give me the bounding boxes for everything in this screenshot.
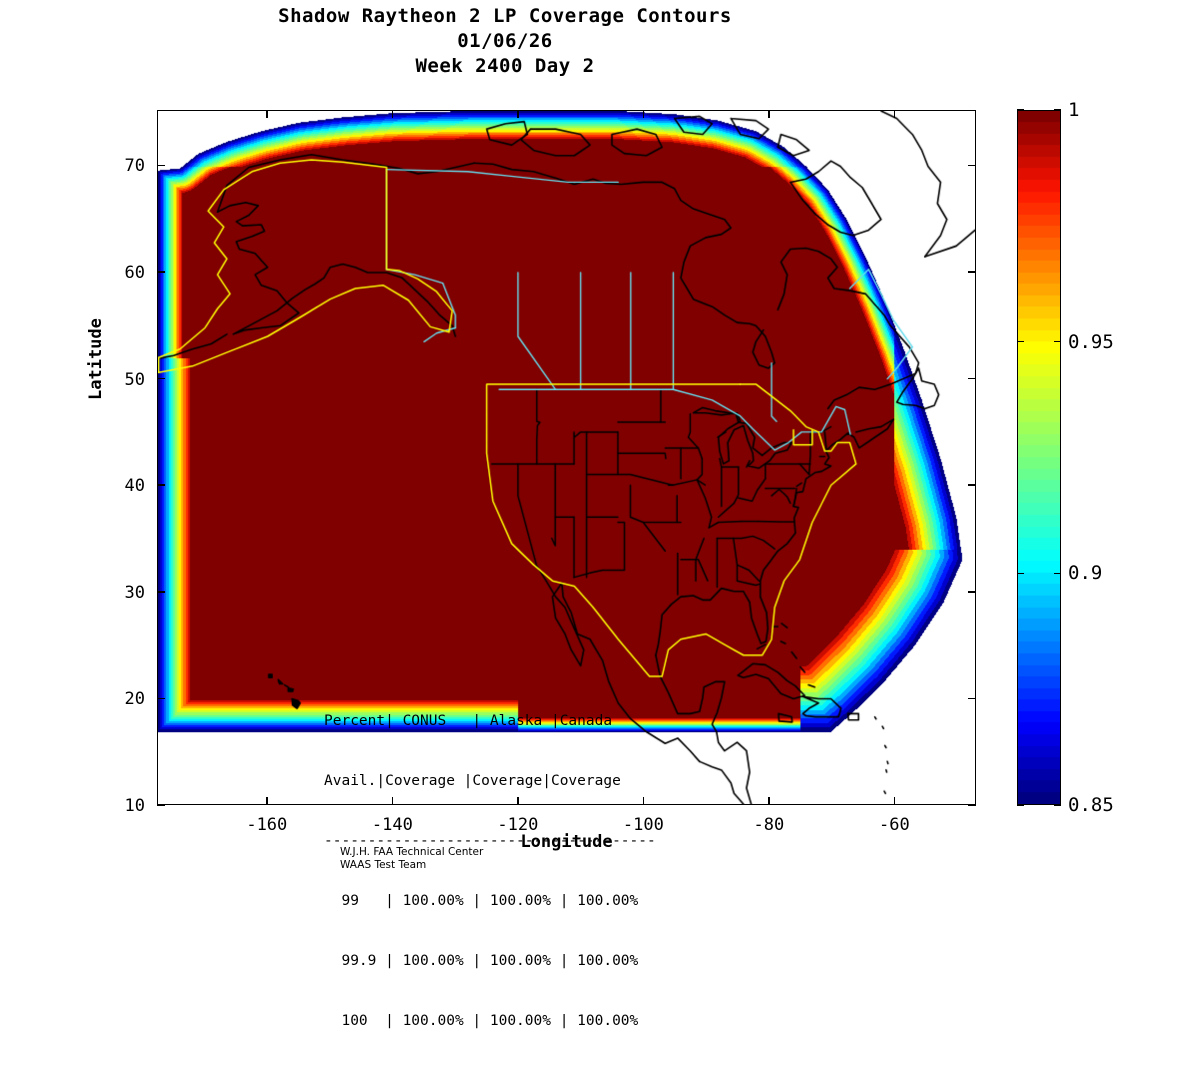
y-tick-label: 50 bbox=[124, 369, 145, 390]
credit-line-2: WAAS Test Team bbox=[340, 859, 427, 871]
x-tick-mark bbox=[768, 797, 770, 805]
x-tick-mark bbox=[893, 797, 896, 805]
credit-block: W.J.H. FAA Technical Center WAAS Test Te… bbox=[340, 846, 483, 872]
colorbar-tick-mark bbox=[1017, 340, 1024, 343]
y-tick-mark bbox=[968, 271, 976, 273]
y-tick-mark bbox=[968, 164, 976, 167]
x-tick-mark bbox=[266, 110, 268, 118]
y-tick-label: 30 bbox=[124, 582, 145, 603]
y-tick-mark bbox=[157, 377, 165, 380]
colorbar-tick-mark bbox=[1054, 804, 1061, 806]
y-tick-mark bbox=[157, 697, 165, 700]
stats-header-row-2: Avail.|Coverage |Coverage|Coverage bbox=[324, 773, 621, 789]
coverage-heatmap-canvas bbox=[158, 111, 975, 804]
colorbar-gradient bbox=[1018, 111, 1060, 804]
x-axis-label: Longitude bbox=[520, 832, 613, 852]
x-tick-label: -140 bbox=[371, 815, 413, 835]
colorbar-tick-label: 0.95 bbox=[1068, 330, 1114, 353]
x-tick-mark bbox=[768, 110, 770, 118]
y-tick-label: 10 bbox=[124, 796, 145, 816]
x-tick-label: -60 bbox=[879, 815, 910, 835]
stats-header-row-1: Percent| CONUS | Alaska |Canada bbox=[324, 713, 630, 729]
x-tick-label: -120 bbox=[497, 815, 539, 835]
x-tick-mark bbox=[517, 797, 519, 805]
colorbar-tick-mark bbox=[1017, 572, 1024, 575]
y-tick-mark bbox=[968, 377, 976, 380]
y-tick-mark bbox=[968, 484, 976, 486]
stats-row-99: 99 | 100.00% | 100.00% | 100.00% bbox=[324, 893, 639, 909]
title-line-1: Shadow Raytheon 2 LP Coverage Contours bbox=[278, 5, 732, 27]
x-tick-label: -100 bbox=[622, 815, 664, 835]
colorbar-tick-mark bbox=[1054, 572, 1061, 575]
colorbar-tick-label: 1 bbox=[1068, 99, 1080, 121]
x-tick-mark bbox=[391, 110, 394, 118]
y-tick-mark bbox=[968, 697, 976, 700]
x-tick-mark bbox=[642, 110, 645, 118]
title-line-3: Week 2400 Day 2 bbox=[415, 55, 595, 77]
colorbar bbox=[1017, 110, 1061, 805]
y-tick-label: 40 bbox=[124, 476, 145, 497]
y-tick-mark bbox=[968, 804, 976, 806]
colorbar-tick-mark bbox=[1017, 109, 1024, 111]
figure-title: Shadow Raytheon 2 LP Coverage Contours 0… bbox=[0, 4, 1010, 79]
x-tick-mark bbox=[517, 110, 519, 118]
colorbar-tick-mark bbox=[1017, 804, 1024, 806]
x-tick-mark bbox=[893, 110, 896, 118]
x-tick-label: -80 bbox=[753, 815, 785, 835]
stats-table-rule: -------------------------------------- bbox=[324, 833, 656, 849]
y-tick-mark bbox=[157, 484, 165, 486]
y-tick-label: 60 bbox=[124, 263, 145, 284]
y-tick-label: 20 bbox=[124, 689, 145, 710]
x-tick-mark bbox=[391, 797, 394, 805]
x-tick-label: -160 bbox=[246, 815, 288, 835]
x-tick-mark bbox=[642, 797, 645, 805]
colorbar-tick-mark bbox=[1054, 340, 1061, 343]
y-tick-label: 70 bbox=[124, 156, 145, 177]
figure-root: Shadow Raytheon 2 LP Coverage Contours 0… bbox=[0, 4, 1114, 1029]
y-tick-mark bbox=[157, 804, 165, 806]
title-line-2: 01/06/26 bbox=[457, 30, 553, 52]
y-tick-mark bbox=[157, 271, 165, 273]
stats-row-100: 100 | 100.00% | 100.00% | 100.00% bbox=[324, 1013, 639, 1029]
stats-row-99-9: 99.9 | 100.00% | 100.00% | 100.00% bbox=[324, 953, 639, 969]
credit-line-1: W.J.H. FAA Technical Center bbox=[340, 846, 484, 858]
x-tick-mark bbox=[266, 797, 268, 805]
colorbar-tick-mark bbox=[1054, 109, 1061, 111]
colorbar-tick-label: 0.9 bbox=[1068, 562, 1103, 585]
y-tick-mark bbox=[157, 591, 165, 593]
y-tick-mark bbox=[968, 591, 976, 593]
map-plot-area: Percent| CONUS | Alaska |Canada Avail.|C… bbox=[157, 110, 976, 1029]
y-tick-mark bbox=[157, 164, 165, 167]
colorbar-tick-label: 0.85 bbox=[1068, 794, 1114, 816]
